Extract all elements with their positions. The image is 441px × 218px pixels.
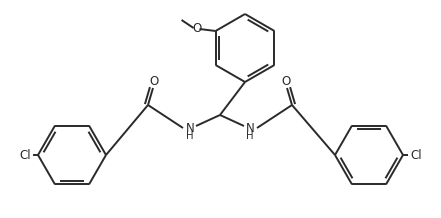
Text: Cl: Cl xyxy=(410,148,422,162)
Text: H: H xyxy=(186,131,194,141)
Text: N: N xyxy=(186,121,194,135)
Text: O: O xyxy=(149,75,159,87)
Text: O: O xyxy=(192,22,201,36)
Text: Cl: Cl xyxy=(19,148,31,162)
Text: H: H xyxy=(246,131,254,141)
Text: O: O xyxy=(281,75,291,87)
Text: N: N xyxy=(246,121,254,135)
